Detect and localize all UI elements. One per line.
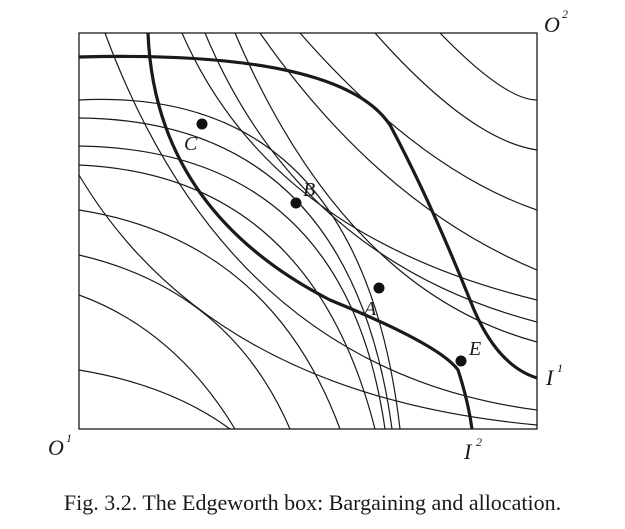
indifference-curve-person2	[79, 174, 537, 426]
indifference-curve-i1	[78, 54, 538, 380]
origin-o1-label: O 1	[48, 431, 72, 460]
indifference-curve-person1	[79, 164, 376, 429]
point-b-marker	[290, 197, 302, 209]
indifference-curve-person2	[104, 33, 537, 411]
svg-text:I: I	[545, 365, 555, 390]
curve-i2-label: I 2	[463, 435, 482, 464]
svg-text:O: O	[48, 435, 64, 460]
indifference-curve-person1	[79, 145, 386, 429]
svg-text:2: 2	[476, 435, 482, 449]
curve-i1-label: I 1	[545, 361, 563, 390]
indifference-curve-person1	[79, 98, 401, 429]
svg-text:1: 1	[66, 431, 72, 445]
svg-text:2: 2	[562, 7, 568, 21]
contract-curve-i2	[146, 32, 474, 430]
indifference-curve-person2	[204, 33, 537, 323]
allocation-points	[196, 118, 467, 367]
edgeworth-box-frame	[78, 32, 538, 430]
figure-caption: Fig. 3.2. The Edgeworth box: Bargaining …	[63, 490, 562, 515]
indifference-curve-person2	[439, 33, 537, 101]
indifference-curve-i2	[148, 33, 537, 378]
origin-o2-label: O 2	[544, 7, 568, 37]
indifference-curve-person1	[79, 254, 291, 429]
svg-text:1: 1	[557, 361, 563, 375]
indifference-curve-person1	[79, 117, 393, 429]
indifference-curve-person1	[79, 209, 341, 429]
indifference-curve-person2	[79, 369, 231, 429]
svg-text:O: O	[544, 12, 560, 37]
svg-text:I: I	[463, 439, 473, 464]
indifference-curve-person2	[181, 33, 537, 301]
indifference-curve-person1	[79, 294, 236, 429]
indifference-curve-person2	[259, 33, 537, 271]
indifference-curve-person2	[299, 33, 537, 211]
point-a-label: A	[362, 298, 377, 320]
point-e-marker	[455, 355, 467, 367]
point-c-marker	[196, 118, 208, 130]
indifference-curve-person2	[374, 33, 537, 151]
indifference-curve-person2	[234, 33, 537, 343]
point-b-label: B	[303, 179, 315, 201]
point-e-label: E	[468, 338, 481, 360]
point-a-marker	[373, 282, 385, 294]
point-c-label: C	[184, 133, 198, 155]
